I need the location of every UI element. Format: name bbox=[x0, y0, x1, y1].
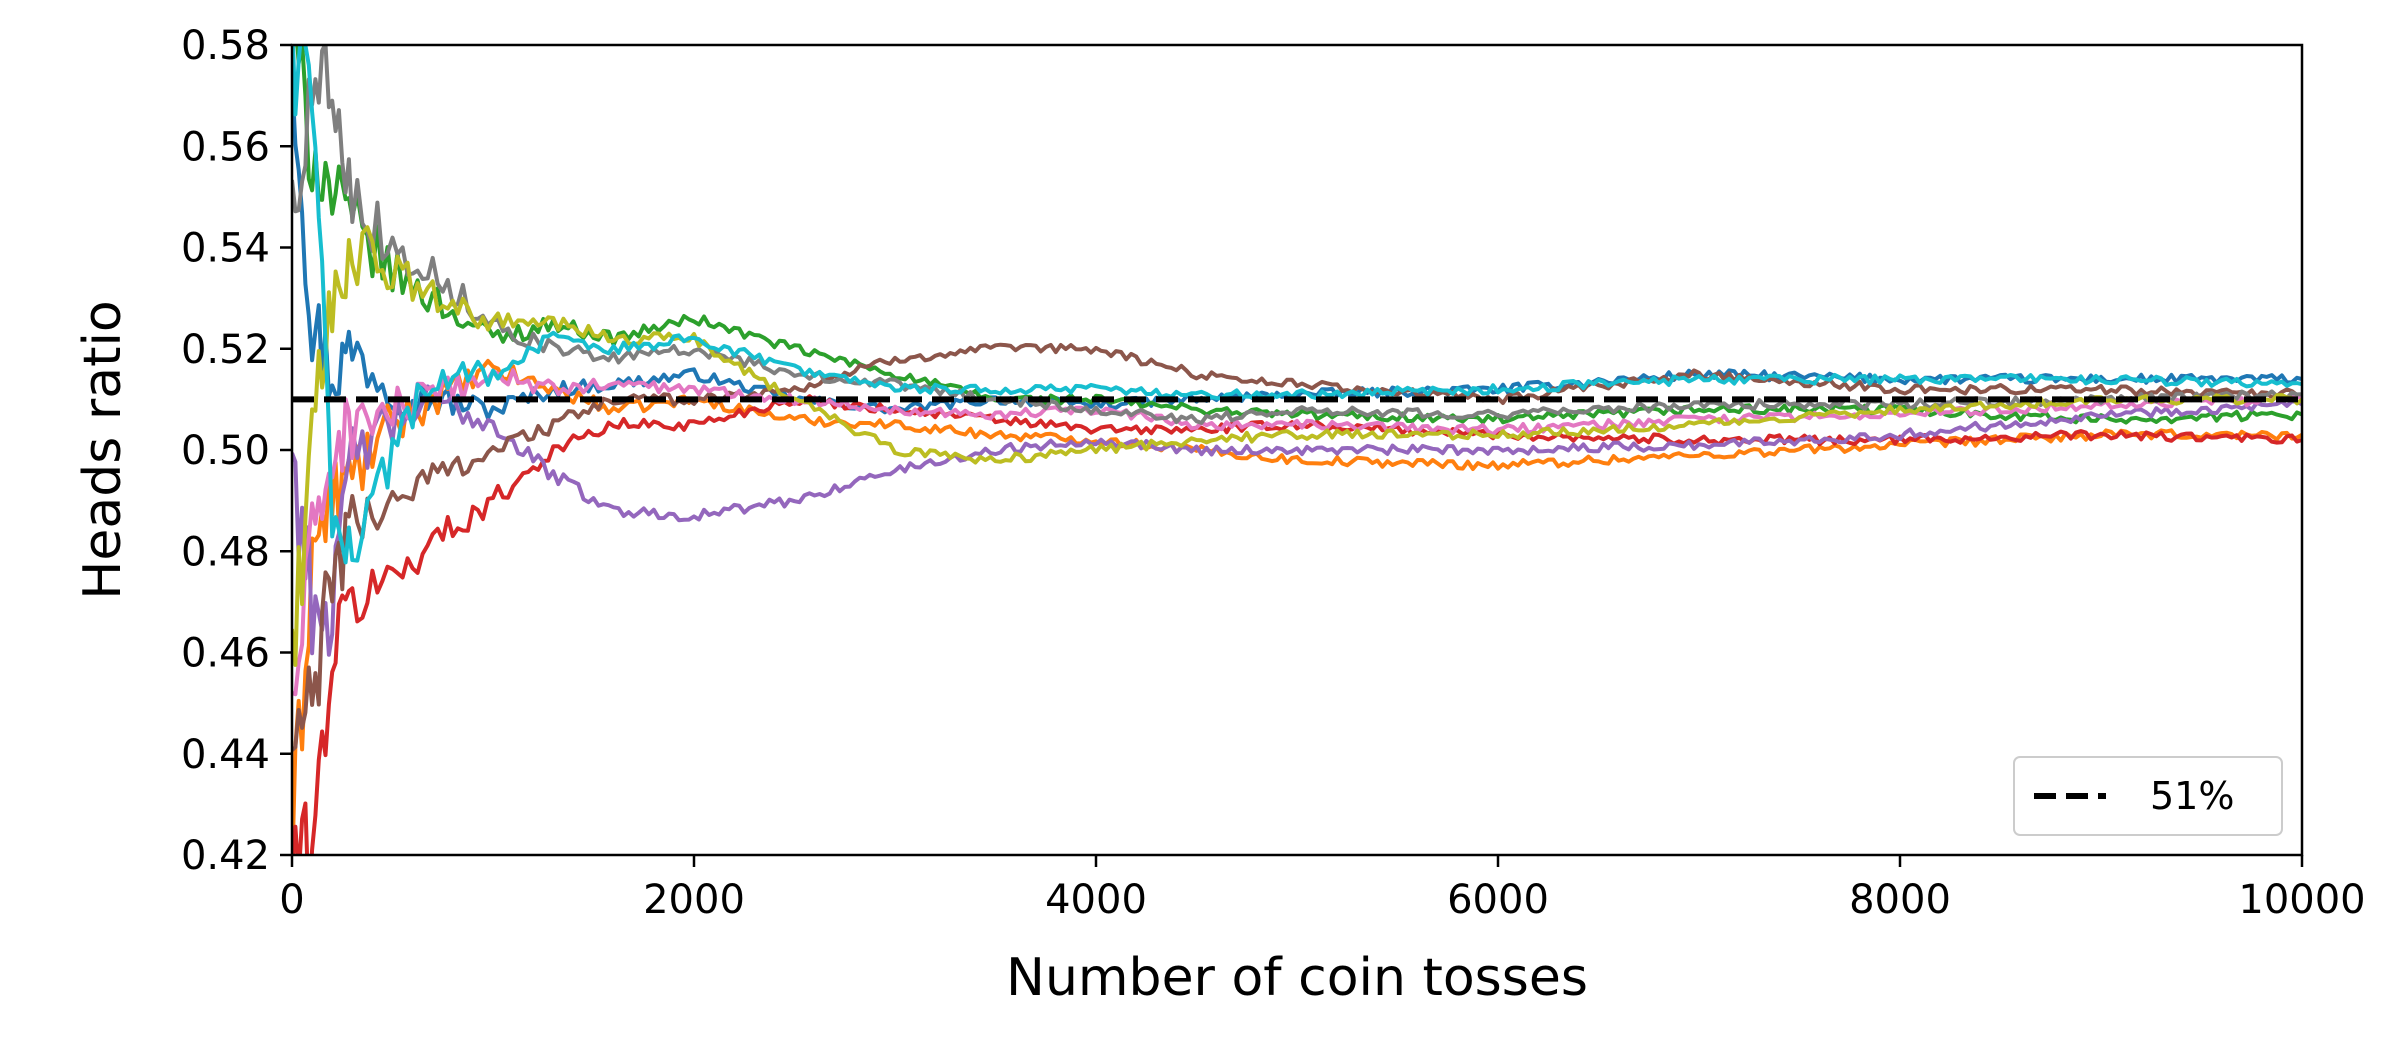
y-tick-label: 0.50 bbox=[181, 428, 270, 474]
series-line-5 bbox=[292, 384, 2302, 657]
y-tick-label: 0.46 bbox=[181, 631, 270, 677]
series-line-7 bbox=[292, 368, 2302, 697]
y-tick-label: 0.44 bbox=[181, 732, 270, 778]
x-tick-label: 4000 bbox=[1045, 877, 1147, 923]
y-tick-label: 0.56 bbox=[181, 124, 270, 170]
x-tick-label: 10000 bbox=[2238, 877, 2365, 923]
series-line-1 bbox=[292, 74, 2302, 421]
x-tick-label: 0 bbox=[279, 877, 304, 923]
series-line-8 bbox=[292, 45, 2302, 425]
legend-box bbox=[2013, 756, 2283, 836]
x-axis-label: Number of coin tosses bbox=[1006, 948, 1588, 1008]
x-tick-label: 8000 bbox=[1849, 877, 1951, 923]
x-tick-label: 2000 bbox=[643, 877, 745, 923]
y-tick-label: 0.42 bbox=[181, 833, 270, 879]
y-tick-label: 0.58 bbox=[181, 23, 270, 69]
y-axis-ticks: 0.42 0.44 0.46 0.48 0.50 0.52 0.54 0.56 0.58 bbox=[181, 23, 292, 879]
y-tick-label: 0.54 bbox=[181, 226, 270, 272]
series-line-9 bbox=[292, 225, 2302, 667]
y-axis-label: Heads ratio bbox=[73, 300, 133, 599]
y-tick-label: 0.52 bbox=[181, 327, 270, 373]
legend-label: 51% bbox=[2150, 774, 2234, 818]
series-layer bbox=[292, 45, 2302, 855]
series-line-4 bbox=[292, 394, 2302, 855]
x-axis-ticks: 0 2000 4000 6000 8000 10000 bbox=[279, 855, 2366, 923]
y-tick-label: 0.48 bbox=[181, 529, 270, 575]
series-line-10 bbox=[292, 45, 2302, 565]
legend: 51% bbox=[2013, 756, 2283, 836]
x-tick-label: 6000 bbox=[1447, 877, 1549, 923]
